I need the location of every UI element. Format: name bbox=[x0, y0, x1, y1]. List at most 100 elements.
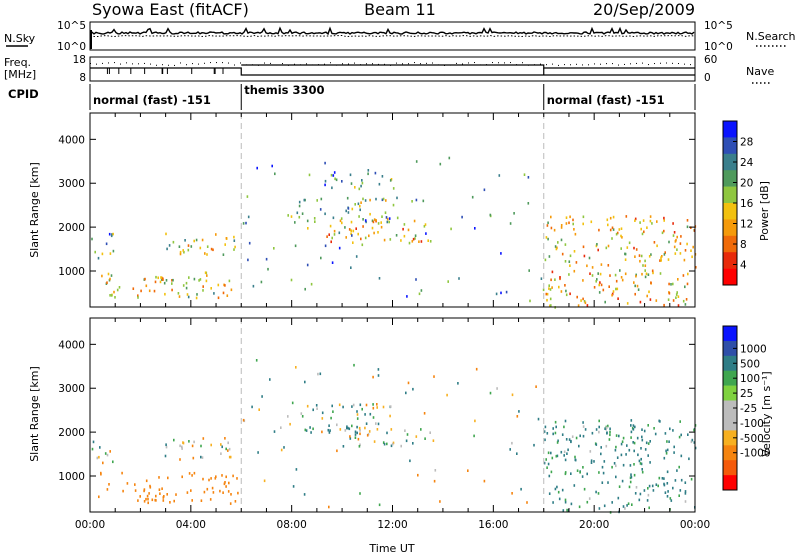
echo-cell bbox=[145, 479, 148, 483]
echo-cell bbox=[188, 440, 190, 443]
echo-cell bbox=[543, 430, 546, 433]
echo-cell bbox=[354, 430, 357, 434]
echo-cell bbox=[620, 247, 622, 250]
echo-cell bbox=[108, 232, 111, 236]
colorbar-segment bbox=[723, 370, 737, 386]
echo-cell bbox=[528, 269, 530, 272]
echo-cell bbox=[564, 284, 566, 287]
echo-cell bbox=[303, 493, 306, 496]
echo-cell bbox=[635, 248, 638, 251]
echo-cell bbox=[367, 169, 370, 172]
echo-cell bbox=[388, 217, 391, 220]
echo-cell bbox=[314, 220, 316, 223]
echo-cell bbox=[619, 269, 621, 272]
echo-cell bbox=[569, 215, 571, 219]
echo-cell bbox=[341, 221, 343, 225]
echo-cell bbox=[324, 183, 326, 187]
echo-cell bbox=[475, 367, 478, 371]
echo-cell bbox=[420, 240, 423, 243]
echo-cell bbox=[177, 292, 180, 295]
echo-cell bbox=[328, 431, 331, 434]
echo-cell bbox=[414, 234, 417, 237]
colorbar-tick-label: -25 bbox=[740, 403, 757, 415]
freq-dot bbox=[438, 64, 439, 66]
echo-cell bbox=[319, 372, 322, 376]
echo-cell bbox=[151, 498, 154, 502]
echo-cell bbox=[571, 435, 574, 438]
echo-cell bbox=[211, 486, 214, 490]
echo-cell bbox=[645, 272, 648, 276]
echo-cell bbox=[191, 444, 194, 448]
echo-cell bbox=[406, 433, 409, 436]
echo-cell bbox=[204, 252, 206, 255]
echo-cell bbox=[217, 283, 220, 287]
echo-cell bbox=[122, 489, 124, 493]
echo-cell bbox=[114, 296, 116, 299]
echo-cell bbox=[352, 241, 354, 244]
echo-cell bbox=[242, 222, 245, 225]
echo-cell bbox=[630, 424, 632, 427]
echo-cell bbox=[300, 412, 303, 415]
echo-cell bbox=[274, 172, 276, 176]
echo-cell bbox=[526, 501, 528, 504]
echo-cell bbox=[186, 293, 189, 296]
echo-cell bbox=[198, 279, 200, 282]
freq-dot bbox=[528, 64, 529, 66]
echo-cell bbox=[224, 437, 226, 440]
echo-cell bbox=[163, 495, 165, 498]
echo-cell bbox=[377, 222, 380, 225]
echo-cell bbox=[324, 161, 326, 165]
echo-cell bbox=[260, 280, 263, 284]
freq-dot bbox=[426, 62, 427, 64]
echo-cell bbox=[321, 411, 324, 415]
echo-cell bbox=[676, 248, 678, 251]
echo-cell bbox=[633, 246, 635, 250]
echo-cell bbox=[598, 507, 601, 510]
echo-cell bbox=[588, 256, 591, 260]
echo-cell bbox=[611, 293, 613, 297]
echo-cell bbox=[303, 198, 306, 202]
echo-cell bbox=[616, 456, 619, 459]
echo-cell bbox=[203, 490, 206, 494]
echo-cell bbox=[626, 246, 629, 249]
echo-cell bbox=[146, 494, 149, 498]
colorbar-segment bbox=[723, 445, 737, 461]
freq-dot bbox=[366, 63, 367, 65]
echo-cell bbox=[567, 448, 569, 452]
colorbar-segment bbox=[723, 170, 737, 187]
echo-cell bbox=[252, 284, 255, 288]
echo-cell bbox=[598, 425, 600, 429]
echo-cell bbox=[382, 405, 385, 409]
echo-cell bbox=[560, 290, 563, 293]
echo-cell bbox=[118, 286, 121, 289]
y-tick-label: 2000 bbox=[58, 222, 85, 234]
echo-cell bbox=[656, 244, 658, 248]
echo-cell bbox=[684, 481, 687, 484]
echo-cell bbox=[657, 484, 659, 488]
freq-dot bbox=[156, 64, 157, 66]
echo-cell bbox=[182, 441, 185, 445]
echo-cell bbox=[380, 225, 383, 229]
freq-dot bbox=[666, 62, 667, 64]
echo-cell bbox=[668, 292, 671, 295]
echo-cell bbox=[690, 440, 693, 444]
colorbar-segment bbox=[723, 121, 737, 138]
echo-cell bbox=[148, 492, 150, 495]
echo-cell bbox=[187, 248, 190, 252]
echo-cell bbox=[368, 430, 371, 433]
echo-cell bbox=[375, 219, 377, 222]
echo-cell bbox=[640, 457, 642, 461]
echo-cell bbox=[620, 234, 622, 238]
freq-dot bbox=[384, 63, 385, 65]
echo-cell bbox=[621, 440, 624, 443]
echo-cell bbox=[607, 244, 610, 248]
echo-cell bbox=[663, 477, 665, 480]
echo-cell bbox=[308, 173, 311, 177]
freq-dot bbox=[390, 64, 391, 66]
echo-cell bbox=[663, 253, 666, 256]
echo-cell bbox=[134, 483, 136, 486]
echo-cell bbox=[102, 461, 104, 465]
echo-cell bbox=[159, 492, 161, 495]
echo-cell bbox=[415, 278, 417, 281]
echo-cell bbox=[572, 222, 574, 226]
